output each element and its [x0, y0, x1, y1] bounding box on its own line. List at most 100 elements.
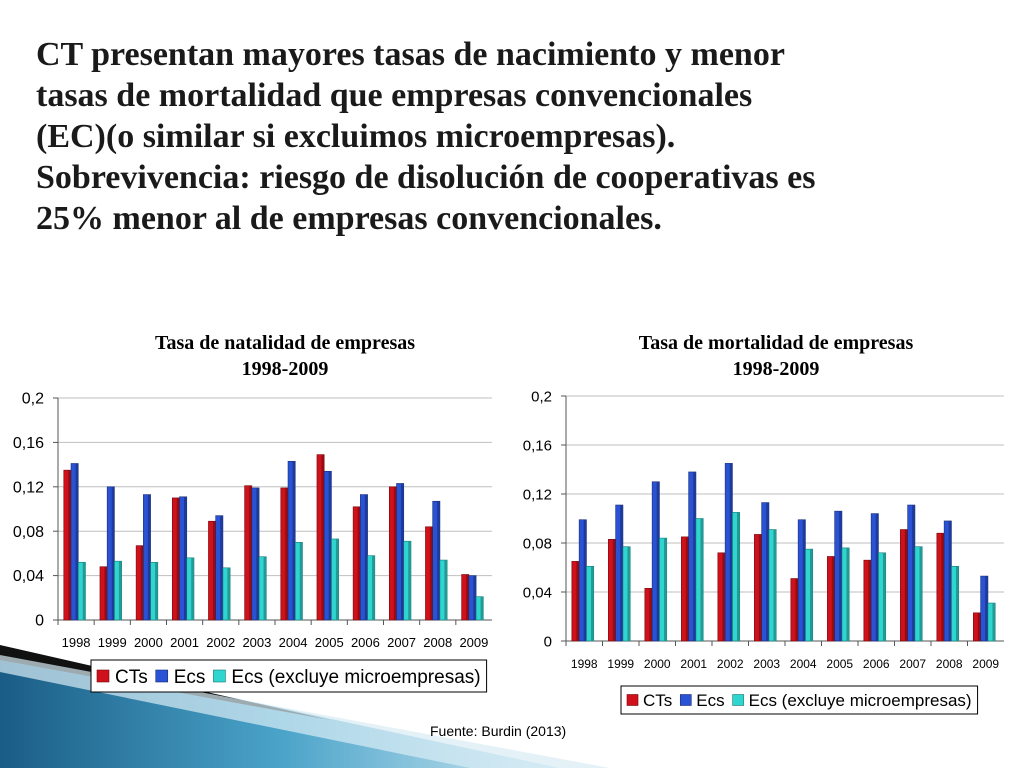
mortalidad-x-tick-label: 2004 — [790, 657, 817, 671]
mortalidad-bar-shade-cts-2000 — [649, 588, 653, 641]
mortalidad-bar-shade-ecs-excl-2005 — [846, 547, 850, 641]
title-line-3: (EC)(o similar si excluimos microempresa… — [36, 118, 676, 155]
natalidad-bar-shade-cts-2000 — [140, 545, 144, 620]
natalidad-bar-shade-ecs-excl-2003 — [263, 556, 267, 620]
mortalidad-title-line-2: 1998-2009 — [732, 358, 820, 380]
mortalidad-x-tick-label: 2001 — [680, 657, 707, 671]
natalidad-bar-shade-ecs-excl-2008 — [444, 560, 448, 620]
mortalidad-bar-shade-ecs-2000 — [656, 481, 660, 641]
mortalidad-bar-shade-ecs-excl-2008 — [955, 566, 959, 641]
mortalidad-bar-shade-ecs-2008 — [948, 520, 952, 641]
natalidad-bar-shade-ecs-1998 — [75, 463, 79, 620]
natalidad-bar-ecs-excl-2006 — [367, 555, 376, 621]
mortalidad-bar-shade-ecs-2004 — [802, 519, 806, 641]
mortalidad-x-tick-label: 2007 — [899, 657, 926, 671]
mortalidad-title-line-1: Tasa de mortalidad de empresas — [638, 332, 914, 354]
natalidad-bar-shade-ecs-2001 — [184, 496, 187, 620]
natalidad-bar-shade-ecs-excl-2007 — [408, 541, 411, 620]
mortalidad-bar-shade-cts-2009 — [977, 612, 981, 641]
natalidad-bar-shade-ecs-2000 — [147, 494, 151, 620]
natalidad-y-tick-label: 0 — [35, 613, 44, 630]
mortalidad-bar-shade-ecs-excl-1998 — [590, 566, 594, 641]
mortalidad-bar-shade-ecs-2003 — [766, 502, 769, 641]
mortalidad-bar-shade-ecs-excl-2006 — [882, 552, 886, 641]
natalidad-legend-label-ecs: Ecs — [174, 667, 206, 688]
mortalidad-bar-shade-ecs-2002 — [729, 463, 733, 641]
natalidad-bar-shade-ecs-excl-2005 — [335, 538, 339, 620]
natalidad-x-tick-label: 2008 — [423, 635, 452, 650]
natalidad-bar-shade-ecs-excl-2006 — [372, 555, 375, 620]
natalidad-bar-ecs-excl-2005 — [331, 538, 339, 621]
natalidad-x-tick-label: 2004 — [279, 635, 308, 650]
mortalidad-legend-swatch-ecs — [679, 694, 692, 706]
natalidad-bar-shade-ecs-2005 — [328, 471, 332, 620]
natalidad-bar-ecs-excl-2008 — [439, 559, 448, 621]
natalidad-x-tick-label: 2003 — [242, 635, 271, 650]
mortalidad-bar-shade-ecs-excl-2001 — [700, 518, 704, 641]
mortalidad-y-tick-label: 0,2 — [531, 388, 552, 405]
natalidad-bar-shade-ecs-2004 — [292, 461, 296, 620]
mortalidad-y-tick-label: 0 — [544, 633, 552, 650]
title-line-5: 25% menor al de empresas convencionales. — [36, 200, 662, 237]
mortalidad-x-tick-label: 2003 — [753, 657, 780, 671]
natalidad-bar-shade-cts-2005 — [321, 454, 325, 620]
mortalidad-x-tick-label: 1998 — [571, 657, 598, 671]
natalidad-x-tick-label: 2009 — [459, 635, 488, 650]
mortalidad-x-tick-label: 2008 — [936, 657, 963, 671]
natalidad-bar-shade-ecs-excl-2002 — [227, 567, 231, 620]
mortalidad-legend-swatch-cts — [626, 694, 639, 706]
mortalidad-bar-shade-ecs-excl-1999 — [627, 546, 631, 641]
mortalidad-bar-shade-cts-2004 — [795, 578, 799, 641]
mortalidad-y-tick-label: 0,16 — [523, 437, 552, 454]
mortalidad-bar-shade-cts-2005 — [831, 556, 835, 641]
mortalidad-bar-shade-ecs-excl-2003 — [773, 529, 777, 641]
mortalidad-bar-shade-ecs-1998 — [583, 519, 587, 641]
natalidad-y-tick-label: 0,04 — [13, 568, 44, 585]
natalidad-x-tick-label: 2007 — [387, 635, 416, 650]
natalidad-title-line-2: 1998-2009 — [241, 358, 329, 380]
slide-title: CT presentan mayores tasas de nacimiento… — [36, 34, 996, 239]
natalidad-y-tick-label: 0,12 — [13, 479, 44, 496]
natalidad-x-tick-label: 1998 — [62, 635, 91, 650]
natalidad-x-tick-label: 2002 — [206, 635, 235, 650]
natalidad-bar-shade-cts-2009 — [466, 574, 469, 620]
mortalidad-legend-label-cts: CTs — [643, 691, 672, 710]
mortalidad-x-tick-label: 1999 — [607, 657, 634, 671]
mortalidad-bar-shade-cts-2002 — [722, 552, 726, 641]
mortalidad-x-tick-label: 2006 — [863, 657, 890, 671]
natalidad-bar-shade-ecs-2009 — [473, 575, 477, 620]
natalidad-bar-shade-cts-2002 — [212, 521, 216, 620]
mortalidad-bar-shade-ecs-2007 — [912, 505, 915, 641]
natalidad-y-tick-label: 0,16 — [13, 435, 44, 452]
mortalidad-legend-label-ecs: Ecs — [696, 691, 724, 710]
mortalidad-bar-shade-ecs-2006 — [875, 513, 879, 641]
natalidad-bar-shade-ecs-2003 — [256, 487, 260, 620]
mortalidad-bar-shade-ecs-1999 — [620, 505, 623, 641]
natalidad-bar-shade-ecs-1999 — [111, 486, 115, 620]
natalidad-legend-label-cts: CTs — [115, 667, 148, 688]
mortalidad-bar-shade-cts-2001 — [685, 536, 689, 641]
natalidad-title-line-1: Tasa de natalidad de empresas — [154, 332, 416, 354]
natalidad-bar-shade-ecs-excl-2000 — [155, 562, 158, 620]
mortalidad-chart-title: Tasa de mortalidad de empresas 1998-2009 — [551, 330, 1001, 382]
natalidad-bar-shade-cts-2004 — [285, 487, 289, 620]
mortalidad-bar-shade-ecs-2009 — [985, 576, 988, 641]
natalidad-bar-shade-cts-1998 — [68, 470, 72, 620]
natalidad-bar-shade-ecs-excl-2009 — [480, 596, 484, 620]
mortalidad-x-tick-label: 2005 — [826, 657, 853, 671]
natalidad-bar-shade-cts-2003 — [249, 485, 252, 620]
mortalidad-y-tick-label: 0,08 — [523, 535, 552, 552]
natalidad-x-tick-label: 2000 — [134, 635, 163, 650]
mortalidad-bar-shade-ecs-excl-2002 — [736, 512, 740, 641]
title-line-2: tasas de mortalidad que empresas convenc… — [36, 77, 753, 114]
mortalidad-legend-label-ecs-excl: Ecs (excluye microempresas) — [749, 691, 972, 710]
natalidad-bar-ecs-excl-2003 — [258, 556, 267, 621]
natalidad-x-tick-label: 1999 — [98, 635, 127, 650]
natalidad-bar-shade-ecs-2002 — [220, 515, 223, 620]
source-note: Fuente: Burdin (2013) — [430, 723, 567, 739]
mortalidad-legend-swatch-ecs-excl — [732, 694, 744, 706]
natalidad-bar-shade-cts-2006 — [357, 506, 361, 620]
mortalidad-y-tick-label: 0,04 — [523, 584, 552, 601]
